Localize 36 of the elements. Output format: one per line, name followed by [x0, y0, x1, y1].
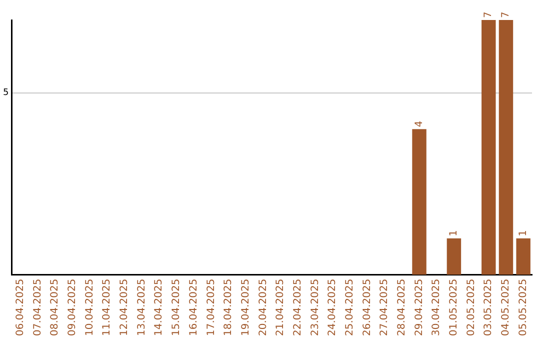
- x-tick-label: 22.04.2025: [292, 278, 304, 336]
- x-tick-label: 11.04.2025: [102, 278, 113, 336]
- x-tick-label: 07.04.2025: [32, 278, 44, 336]
- x-tick-label: 23.04.2025: [310, 278, 321, 336]
- y-tick-label: 5: [2, 88, 9, 98]
- x-tick-label: 01.05.2025: [448, 278, 460, 336]
- x-tick-label: 14.04.2025: [154, 278, 165, 336]
- data-label: 4: [414, 120, 425, 128]
- x-tick-label: 02.05.2025: [466, 278, 477, 336]
- x-tick-label: 10.04.2025: [84, 278, 96, 336]
- x-tick-label: 30.04.2025: [431, 278, 442, 336]
- x-tick-label: 24.04.2025: [327, 278, 338, 336]
- x-tick-label: 04.05.2025: [500, 278, 512, 336]
- x-tick-label: 29.04.2025: [414, 278, 425, 336]
- x-tick-label: 17.04.2025: [206, 278, 217, 336]
- x-tick-label: 19.04.2025: [240, 278, 252, 336]
- x-tick-label: 13.04.2025: [136, 278, 148, 336]
- x-tick-label: 26.04.2025: [362, 278, 373, 336]
- x-tick-label: 21.04.2025: [275, 278, 286, 336]
- x-tick-label: 08.04.2025: [50, 278, 61, 336]
- data-label: 1: [518, 230, 529, 236]
- x-tick-label: 20.04.2025: [258, 278, 269, 336]
- data-label: 1: [448, 230, 460, 236]
- x-tick-label: 27.04.2025: [379, 278, 390, 336]
- x-tick-label: 03.05.2025: [483, 278, 494, 336]
- x-tick-label: 12.04.2025: [119, 278, 130, 336]
- x-tick-label: 16.04.2025: [188, 278, 200, 336]
- x-tick-label: 15.04.2025: [171, 278, 182, 336]
- x-tick-label: 18.04.2025: [223, 278, 234, 336]
- x-tick-label: 06.04.2025: [14, 278, 26, 336]
- x-tick-label: 28.04.2025: [396, 278, 408, 336]
- x-tick-label: 25.04.2025: [344, 278, 356, 336]
- x-tick-label: 05.05.2025: [518, 278, 529, 336]
- data-label: 7: [500, 12, 512, 18]
- x-tick-label: 09.04.2025: [67, 278, 78, 336]
- data-label: 7: [483, 12, 494, 18]
